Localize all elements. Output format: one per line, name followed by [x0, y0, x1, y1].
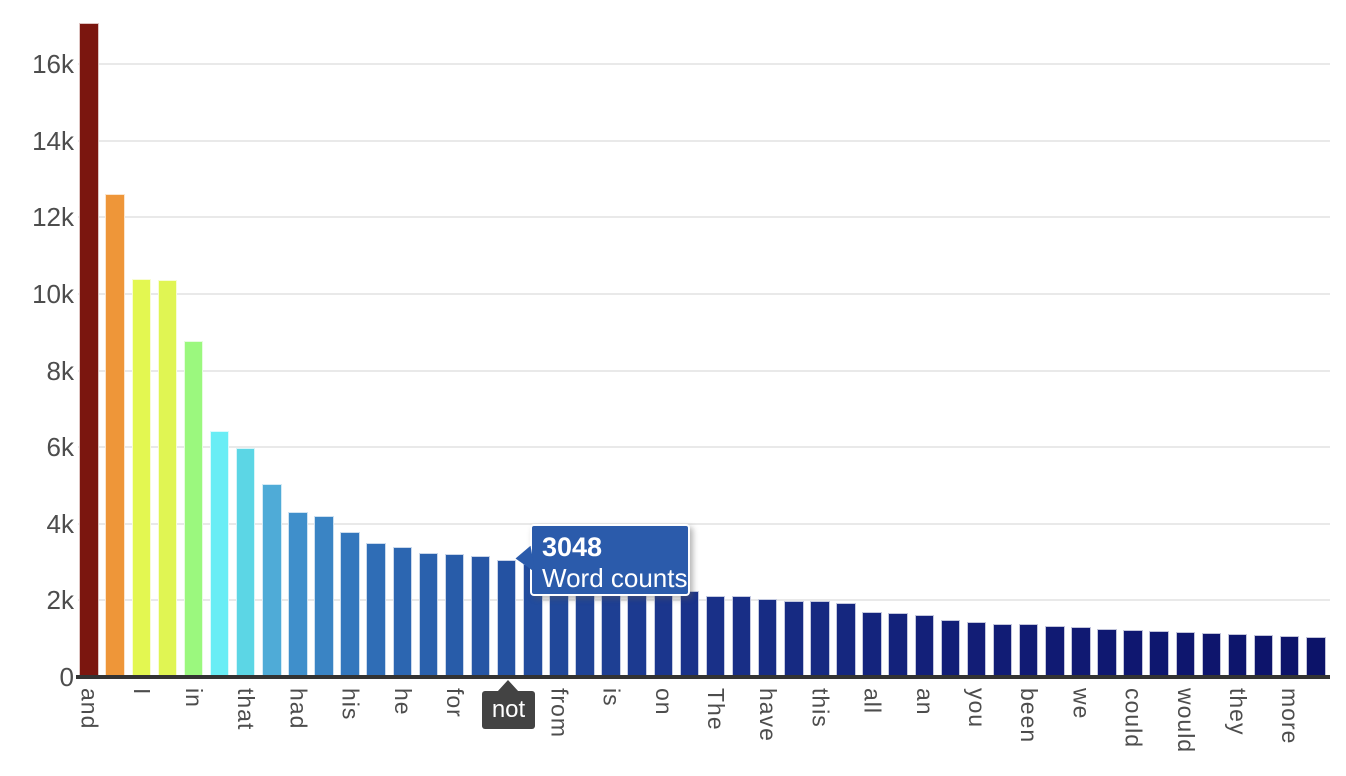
x-axis-label-The: The — [702, 688, 729, 731]
gridline-2k — [78, 599, 1330, 602]
x-axis-label-in: in — [180, 688, 207, 708]
y-axis-tick-label-8k: 8k — [46, 355, 74, 386]
bar-this[interactable] — [810, 601, 830, 677]
x-axis-label-we: we — [1068, 688, 1095, 720]
bar-rank-28[interactable] — [784, 601, 804, 677]
y-axis-tick-label-6k: 6k — [46, 432, 74, 463]
x-axis-label-he: he — [389, 688, 416, 716]
bar-rank-36[interactable] — [992, 624, 1013, 677]
bar-we[interactable] — [1071, 627, 1091, 677]
tooltip-value: 3048 — [542, 532, 603, 562]
tooltip-pointer-icon — [513, 545, 536, 576]
gridline-16k — [78, 63, 1330, 66]
bar-rank-14[interactable] — [418, 553, 439, 677]
x-axis-label-I: I — [128, 688, 155, 696]
bar-on[interactable] — [653, 586, 673, 677]
y-axis-tick-label-4k: 4k — [46, 508, 74, 539]
x-axis-label-an: an — [911, 688, 938, 716]
tooltip: 3048 Word counts — [513, 524, 690, 596]
x-axis-line — [76, 675, 1330, 679]
bar-rank-30[interactable] — [836, 603, 856, 677]
highlighted-x-axis-label: not — [482, 680, 535, 729]
x-axis-label-you: you — [963, 688, 990, 729]
bar-rank-16[interactable] — [470, 556, 491, 677]
bar-rank-6[interactable] — [209, 431, 230, 677]
highlight-pointer-icon — [497, 680, 519, 692]
x-axis-label-have: have — [755, 688, 782, 742]
gridline-8k — [78, 369, 1330, 372]
bar-would[interactable] — [1175, 632, 1195, 677]
bar-in[interactable] — [183, 341, 204, 677]
y-axis-tick-label-10k: 10k — [32, 279, 74, 309]
highlighted-x-axis-label-text: not — [491, 696, 526, 723]
x-axis-label-all: all — [859, 688, 886, 715]
bar-rank-46[interactable] — [1253, 634, 1274, 677]
bar-have[interactable] — [757, 599, 778, 677]
y-axis-tick-label-14k: 14k — [32, 125, 74, 156]
tooltip-series-name: Word counts — [542, 563, 688, 593]
x-axis-label-his: his — [337, 688, 364, 721]
x-axis-label-from: from — [546, 688, 573, 738]
x-axis-label-that: that — [233, 688, 260, 731]
bar-rank-8[interactable] — [262, 484, 282, 677]
bar-The[interactable] — [705, 595, 726, 677]
x-axis-label-been: been — [1016, 688, 1043, 744]
x-axis-label-would: would — [1172, 688, 1199, 754]
bar-rank-10[interactable] — [314, 516, 334, 677]
bar-they[interactable] — [1227, 634, 1248, 677]
bar-rank-48[interactable] — [1306, 637, 1326, 677]
bar-his[interactable] — [340, 532, 360, 677]
bar-rank-24[interactable] — [679, 591, 700, 677]
bar-more[interactable] — [1279, 636, 1300, 677]
bar-for[interactable] — [444, 554, 465, 677]
bar-rank-44[interactable] — [1201, 632, 1222, 677]
gridline-14k — [78, 139, 1330, 142]
gridline-10k — [78, 293, 1330, 295]
bar-not[interactable] — [496, 560, 517, 677]
x-axis-label-more: more — [1277, 688, 1304, 745]
x-axis-label-had: had — [285, 688, 312, 730]
bar-rank-34[interactable] — [940, 619, 961, 677]
y-axis-tick-label-12k: 12k — [32, 202, 74, 233]
x-axis-label-this: this — [807, 688, 834, 728]
x-axis-label-they: they — [1224, 688, 1251, 736]
y-axis-tick-label-16k: 16k — [32, 49, 74, 80]
bar-rank-26[interactable] — [731, 596, 752, 677]
bar-rank-42[interactable] — [1149, 631, 1169, 677]
bar-and[interactable] — [79, 22, 99, 677]
bar-rank-38[interactable] — [1045, 626, 1065, 677]
bar-you[interactable] — [966, 622, 987, 677]
bar-had[interactable] — [288, 512, 308, 677]
bar-rank-4[interactable] — [157, 279, 178, 677]
bar-he[interactable] — [392, 547, 412, 677]
bar-could[interactable] — [1123, 629, 1143, 677]
bar-I[interactable] — [131, 278, 151, 677]
bar-rank-32[interactable] — [888, 613, 908, 677]
gridline-12k — [78, 216, 1330, 219]
x-axis-label-and: and — [76, 688, 103, 730]
bar-rank-40[interactable] — [1097, 629, 1117, 677]
bar-all[interactable] — [862, 612, 882, 677]
bar-rank-2[interactable] — [105, 194, 125, 677]
bar-an[interactable] — [914, 614, 934, 677]
gridline-4k — [78, 522, 1330, 525]
x-axis-label-could: could — [1120, 688, 1147, 748]
x-axis-label-for: for — [441, 688, 468, 718]
y-axis-tick-label-2k: 2k — [46, 585, 74, 616]
bar-rank-12[interactable] — [366, 543, 386, 677]
y-axis-tick-label-0: 0 — [59, 662, 74, 692]
x-axis-label-is: is — [598, 688, 625, 707]
gridline-6k — [78, 446, 1330, 449]
bar-that[interactable] — [235, 448, 256, 677]
x-axis-label-on: on — [650, 688, 677, 716]
bar-been[interactable] — [1018, 624, 1039, 677]
